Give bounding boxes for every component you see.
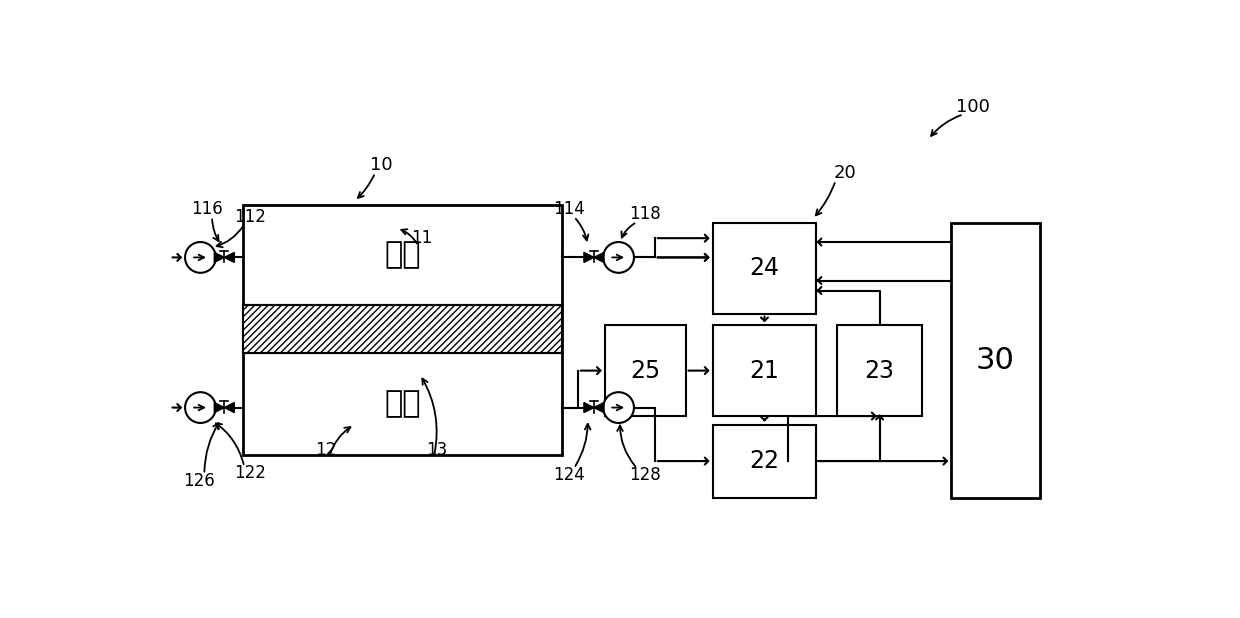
Text: 112: 112 [234, 208, 267, 226]
Bar [837, 325, 921, 416]
Polygon shape [224, 402, 234, 413]
Polygon shape [584, 252, 594, 263]
Circle shape [603, 392, 634, 423]
Text: 13: 13 [427, 441, 448, 459]
Text: 124: 124 [553, 465, 585, 483]
Text: 10: 10 [370, 156, 393, 174]
Bar [243, 205, 563, 455]
Polygon shape [215, 402, 224, 413]
Text: 118: 118 [629, 205, 661, 223]
Text: 12: 12 [315, 441, 336, 459]
Bar [243, 305, 563, 353]
Polygon shape [594, 402, 604, 413]
Bar [605, 325, 686, 416]
Text: 冷端: 冷端 [384, 240, 420, 269]
Text: 114: 114 [553, 200, 585, 218]
Bar [713, 425, 816, 497]
Text: 23: 23 [864, 358, 894, 383]
Bar [951, 222, 1040, 497]
Text: 128: 128 [629, 465, 661, 483]
Text: 21: 21 [749, 358, 780, 383]
Polygon shape [215, 252, 224, 263]
Text: 24: 24 [749, 256, 780, 280]
Text: 122: 122 [234, 464, 267, 482]
Text: 11: 11 [410, 229, 432, 247]
Text: 100: 100 [956, 98, 990, 116]
Text: 30: 30 [976, 345, 1014, 375]
Polygon shape [584, 402, 594, 413]
Text: 126: 126 [184, 472, 215, 489]
Circle shape [185, 392, 216, 423]
Text: 25: 25 [630, 358, 660, 383]
Text: 22: 22 [749, 449, 780, 473]
Circle shape [185, 242, 216, 273]
Polygon shape [594, 252, 604, 263]
Bar [713, 222, 816, 313]
Text: 热端: 热端 [384, 389, 420, 418]
Text: 20: 20 [833, 164, 857, 182]
Bar [713, 325, 816, 416]
Circle shape [603, 242, 634, 273]
Text: 116: 116 [191, 200, 222, 218]
Polygon shape [224, 252, 234, 263]
